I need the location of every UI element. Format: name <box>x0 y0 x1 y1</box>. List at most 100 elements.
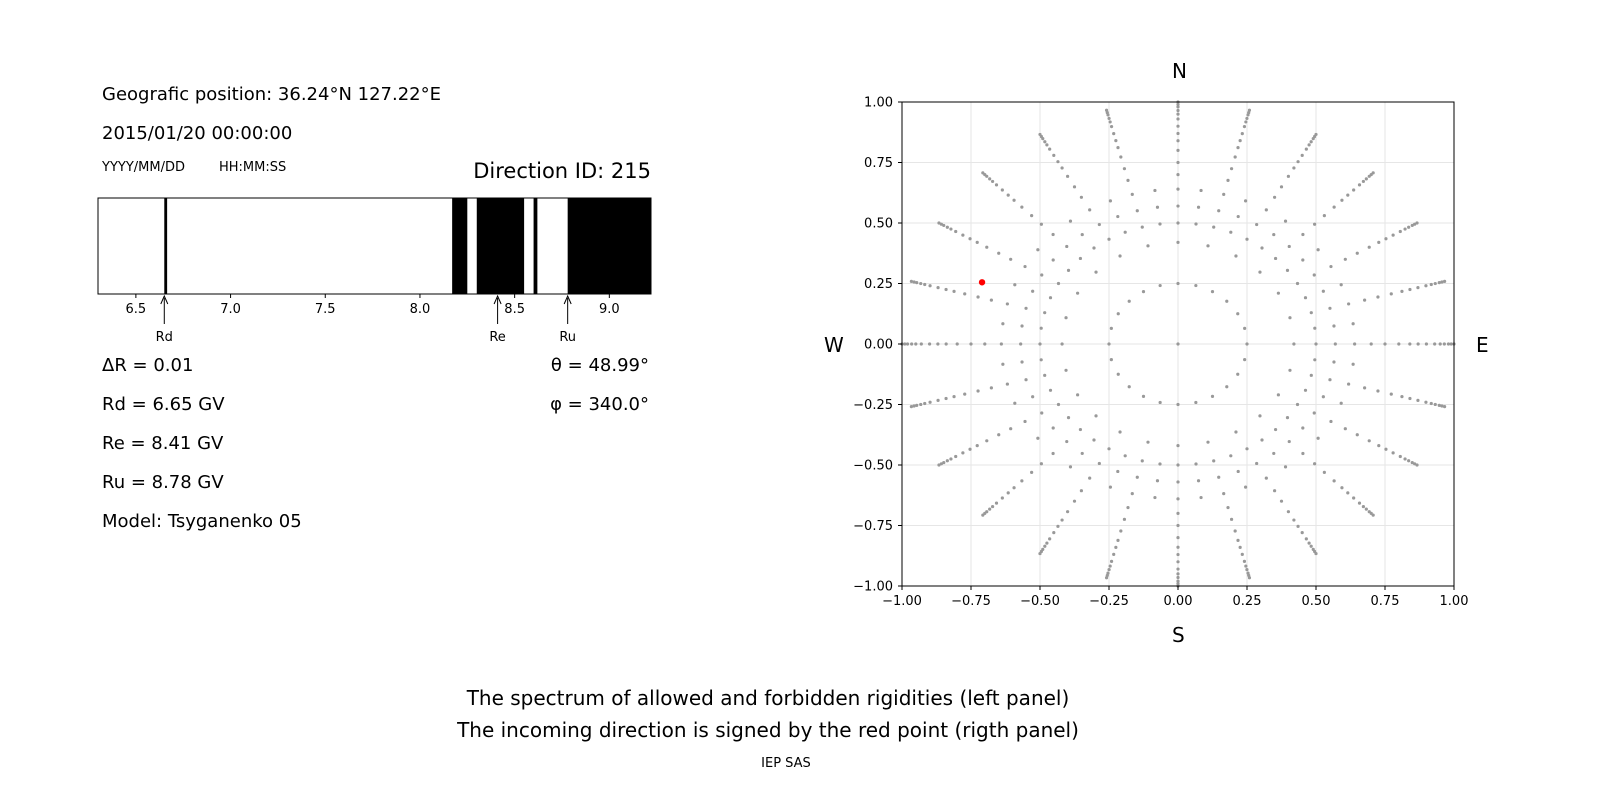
direction-grid-point <box>1244 120 1248 124</box>
direction-grid-point <box>1424 284 1428 288</box>
direction-grid-point <box>1079 489 1083 493</box>
x-tick-label: 0.50 <box>1302 594 1331 609</box>
direction-grid-point <box>1243 326 1247 330</box>
direction-grid-point <box>1153 188 1157 193</box>
y-tick-label: −1.00 <box>853 580 893 595</box>
direction-grid-point <box>1313 358 1317 362</box>
direction-grid-point <box>1309 544 1313 548</box>
spectrum-tick-label: 8.0 <box>410 302 431 317</box>
direction-grid-point <box>1039 358 1043 362</box>
direction-grid-point <box>969 342 973 346</box>
direction-grid-point <box>1130 192 1134 196</box>
compass-south: S <box>1172 623 1185 647</box>
direction-grid-point <box>1279 499 1284 503</box>
direction-grid-point <box>1236 312 1240 316</box>
direction-grid-point <box>1321 289 1325 293</box>
direction-grid-point <box>1155 479 1160 483</box>
direction-grid-point <box>1116 312 1120 316</box>
direction-grid-point <box>1312 411 1316 415</box>
theta-value: θ = 48.99° <box>550 355 649 376</box>
direction-grid-point <box>954 229 958 234</box>
direction-grid-point <box>1322 214 1326 218</box>
direction-grid-point <box>1272 451 1276 456</box>
direction-grid-point <box>1408 342 1412 346</box>
direction-grid-point <box>1127 299 1131 303</box>
direction-grid-point <box>1043 544 1047 548</box>
direction-grid-point <box>1236 214 1240 219</box>
direction-grid-point <box>1300 153 1304 157</box>
x-tick-label: −0.25 <box>1089 594 1129 609</box>
direction-grid-point <box>1065 439 1069 444</box>
direction-grid-point <box>1092 246 1096 250</box>
direction-grid-point <box>1064 316 1068 320</box>
direction-grid-point <box>1437 403 1441 407</box>
direction-grid-point <box>1424 342 1428 346</box>
direction-grid-point <box>1176 560 1180 564</box>
direction-grid-point <box>1415 463 1419 467</box>
direction-grid-point <box>1383 342 1387 346</box>
direction-grid-point <box>1176 579 1180 583</box>
direction-grid-point <box>1206 244 1210 248</box>
direction-grid-point <box>1012 486 1016 490</box>
y-tick-label: 0.00 <box>864 338 893 353</box>
direction-grid-point <box>1194 222 1198 226</box>
direction-grid-point <box>1060 518 1064 522</box>
direction-grid-point <box>1116 538 1120 542</box>
direction-grid-point <box>1410 223 1414 228</box>
direction-grid-point <box>1039 222 1043 226</box>
direction-grid-point <box>1176 497 1180 501</box>
direction-grid-point <box>1066 174 1070 178</box>
y-tick-label: 0.50 <box>864 217 893 232</box>
direction-grid-point <box>1176 575 1180 580</box>
direction-grid-point <box>968 447 972 451</box>
direction-chart: −1.00−1.00 −0.75 −0.75 −0.50 −0.50 −0.25 −0.25… <box>853 96 1468 610</box>
direction-grid-point <box>1009 257 1013 261</box>
direction-grid-point <box>1260 246 1264 250</box>
direction-grid-point <box>1429 401 1433 406</box>
compass-west: W <box>824 333 844 357</box>
direction-grid-point <box>1295 402 1300 407</box>
direction-grid-point <box>1076 291 1080 295</box>
direction-grid-point <box>1403 227 1407 231</box>
x-tick-label: 0.25 <box>1233 594 1262 609</box>
direction-grid-point <box>1229 517 1234 521</box>
direction-grid-point <box>1066 510 1070 514</box>
direction-grid-point <box>1068 219 1073 223</box>
direction-grid-point <box>1176 572 1180 576</box>
direction-grid-point <box>1140 459 1144 463</box>
direction-grid-point <box>990 504 995 509</box>
direction-grid-point <box>1438 342 1442 346</box>
direction-grid-point <box>1176 511 1180 515</box>
direction-grid-point <box>1036 248 1040 252</box>
direction-grid-point <box>1212 459 1216 463</box>
direction-grid-point <box>1109 326 1113 330</box>
direction-grid-point <box>1233 529 1237 533</box>
y-tick-label: 0.25 <box>864 277 893 292</box>
direction-grid-point <box>1292 342 1296 346</box>
direction-grid-point <box>1238 545 1242 549</box>
direction-grid-point <box>1176 160 1180 165</box>
direction-grid-point <box>1328 378 1332 382</box>
direction-grid-point <box>1236 372 1240 376</box>
direction-grid-point <box>1314 551 1318 556</box>
direction-grid-point <box>1314 342 1318 346</box>
direction-grid-point <box>1051 451 1055 456</box>
delta-r: ΔR = 0.01 <box>102 355 194 376</box>
direction-grid-point <box>1107 567 1111 572</box>
direction-grid-point <box>1176 139 1180 143</box>
direction-grid-point <box>1176 148 1180 152</box>
direction-grid-point <box>1051 426 1055 430</box>
direction-grid-point <box>1176 567 1180 571</box>
direction-grid-point <box>1052 153 1056 157</box>
direction-grid-point <box>994 501 999 505</box>
direction-grid-point <box>1023 419 1027 424</box>
y-tick-label: −0.75 <box>853 519 893 534</box>
direction-grid-point <box>989 386 993 390</box>
direction-grid-point <box>1039 462 1043 466</box>
direction-grid-point <box>928 284 932 288</box>
direction-grid-point <box>1043 311 1047 315</box>
direction-grid-point <box>1001 362 1005 366</box>
direction-grid-point <box>1158 222 1162 226</box>
direction-grid-point <box>1258 270 1262 274</box>
ru-value: Ru = 8.78 GV <box>102 472 224 493</box>
